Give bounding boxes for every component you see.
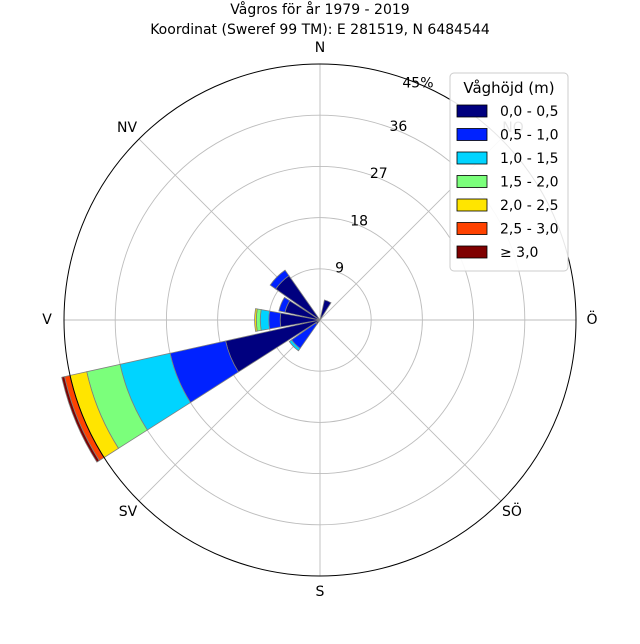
direction-label: S <box>316 584 325 600</box>
legend-title: Våghöjd (m) <box>463 79 554 97</box>
radial-tick-label: 9 <box>335 261 344 277</box>
legend-swatch <box>456 198 488 212</box>
outer-boundary <box>63 63 577 577</box>
chart-subtitle: Koordinat (Sweref 99 TM): E 281519, N 64… <box>150 22 490 38</box>
legend-entry-label: ≥ 3,0 <box>500 245 538 261</box>
legend-box <box>449 72 569 272</box>
direction-label: N <box>315 40 325 56</box>
legend: Våghöjd (m) 0,0 - 0,5 0,5 - 1,0 1,0 - 1,5 1,… <box>449 72 569 272</box>
legend-entry-label: 1,0 - 1,5 <box>500 151 558 167</box>
grid-spoke <box>319 319 502 502</box>
legend-swatch <box>456 245 488 259</box>
legend-entry-label: 1,5 - 2,0 <box>500 175 558 191</box>
rose-bar-segment <box>268 310 282 330</box>
legend-entry-label: 0,0 - 0,5 <box>500 104 558 120</box>
legend-swatch <box>456 222 488 235</box>
direction-label: SV <box>119 504 138 520</box>
radial-tick-label: 18 <box>350 213 368 229</box>
legend-swatch <box>456 175 488 188</box>
direction-label: NV <box>117 120 137 136</box>
chart-title: Vågros för år 1979 - 2019 <box>230 1 409 18</box>
rose-bar-segment <box>269 269 290 290</box>
rose-bar-segment <box>288 339 301 352</box>
radial-tick-label: 27 <box>370 166 388 182</box>
axis-labels: NNOÖSÖSSVVNV918273645% <box>42 40 597 600</box>
legend-entry-label: 0,5 - 1,0 <box>500 128 558 144</box>
legend-swatch <box>456 151 488 165</box>
direction-label: SÖ <box>502 502 522 520</box>
rose-bars <box>61 63 577 577</box>
legend-swatch <box>456 104 488 118</box>
rose-bar-segment <box>254 308 258 332</box>
radial-tick-label: 36 <box>389 119 407 135</box>
legend-swatch <box>456 128 488 141</box>
rose-bar-segment <box>259 309 271 331</box>
legend-entry-label: 2,0 - 2,5 <box>500 198 558 214</box>
rose-bar-segment <box>278 296 291 313</box>
rose-bar-segment <box>61 376 100 463</box>
radial-max-label: 45% <box>402 75 433 91</box>
legend-entry-label: 2,5 - 3,0 <box>500 222 558 238</box>
direction-label: V <box>42 312 52 328</box>
direction-label: Ö <box>586 310 597 328</box>
rose-bar-segment <box>319 299 332 321</box>
grid-spoke <box>138 319 321 502</box>
